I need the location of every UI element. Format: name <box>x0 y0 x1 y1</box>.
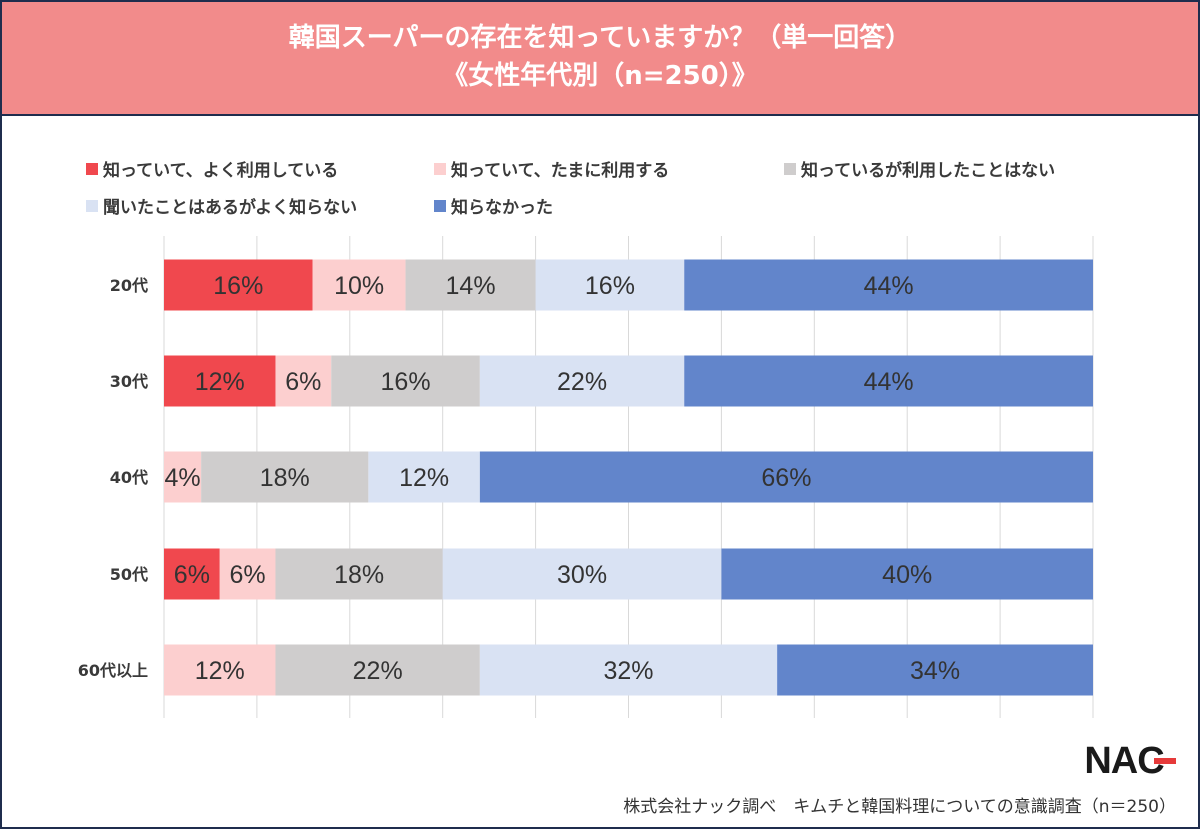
data-label: 32% <box>603 657 653 685</box>
data-label: 12% <box>399 464 449 492</box>
data-label: 44% <box>864 272 914 300</box>
bar-segment <box>164 548 220 600</box>
legend-item-did-not-know: 知らなかった <box>434 193 553 218</box>
source-note: 株式会社ナック調べ キムチと韓国料理についての意識調査（n＝250） <box>623 797 1176 817</box>
bar-segment <box>479 644 778 696</box>
bar-segment <box>331 355 480 407</box>
bar-segment <box>721 548 1093 600</box>
bar-segment <box>777 644 1093 696</box>
data-label: 4% <box>165 464 201 492</box>
bar-segment <box>275 355 332 407</box>
data-label: 30% <box>557 561 607 589</box>
legend-item-often-use: 知っていて、よく利用している <box>86 156 338 181</box>
bar-segment <box>219 548 276 600</box>
data-label: 22% <box>557 368 607 396</box>
stacked-bar-chart: 20代 16% 10% 14% 16% 44% 30代 12% 6% 16% 22% 44% 40代 4%… <box>78 236 1094 718</box>
legend-item-sometimes-use: 知っていて、たまに利用する <box>434 156 669 181</box>
category-label: 20代 <box>110 276 148 295</box>
data-label: 6% <box>285 368 321 396</box>
data-label: 16% <box>213 272 263 300</box>
bar-segment <box>164 644 276 696</box>
legend-swatch <box>434 162 446 175</box>
data-label: 16% <box>585 272 635 300</box>
bar-segment <box>535 259 685 311</box>
data-label: 18% <box>334 561 384 589</box>
bar-segment <box>684 355 1093 407</box>
nac-logo: NAC <box>1084 742 1176 778</box>
bar-segment <box>405 259 536 311</box>
data-label: 6% <box>174 561 210 589</box>
bar-segment <box>684 259 1093 311</box>
legend-swatch <box>784 162 796 175</box>
data-label: 22% <box>353 657 403 685</box>
bar-segment <box>442 548 722 600</box>
data-label: 6% <box>230 561 266 589</box>
data-label: 12% <box>195 368 245 396</box>
category-label: 30代 <box>110 372 148 391</box>
bar-segment <box>368 451 480 503</box>
legend-label: 知っていて、たまに利用する <box>451 161 670 181</box>
data-label: 40% <box>882 561 932 589</box>
data-label: 10% <box>334 272 384 300</box>
data-label: 34% <box>910 657 960 685</box>
legend-item-heard-not-familiar: 聞いたことはあるがよく知らない <box>86 193 357 218</box>
bar-segment <box>164 355 276 407</box>
legend-item-know-never-used: 知っているが利用したことはない <box>784 156 1055 181</box>
chart-subtitle: 《女性年代別（n=250）》 <box>442 61 758 91</box>
bar-segment <box>479 355 685 407</box>
chart-title: 韓国スーパーの存在を知っていますか？（単一回答） <box>288 23 912 53</box>
legend-swatch <box>434 199 446 212</box>
bar-segment <box>164 451 202 503</box>
bar-segment <box>479 451 1093 503</box>
legend-label: 聞いたことはあるがよく知らない <box>103 198 358 218</box>
legend-swatch <box>86 162 98 175</box>
legend-label: 知っていて、よく利用している <box>103 161 339 181</box>
data-label: 16% <box>381 368 431 396</box>
data-label: 18% <box>260 464 310 492</box>
legend-swatch <box>86 199 98 212</box>
category-label: 50代 <box>110 565 148 584</box>
data-label: 66% <box>761 464 811 492</box>
data-label: 14% <box>446 272 496 300</box>
bar-segment <box>312 259 406 311</box>
title-banner: 韓国スーパーの存在を知っていますか？（単一回答） 《女性年代別（n=250）》 <box>2 2 1198 116</box>
category-label: 60代以上 <box>78 661 148 680</box>
legend-label: 知らなかった <box>451 198 553 218</box>
bar-segment <box>275 548 443 600</box>
legend-label: 知っているが利用したことはない <box>801 161 1056 181</box>
bar-segment <box>164 259 313 311</box>
data-label: 12% <box>195 657 245 685</box>
data-label: 44% <box>864 368 914 396</box>
bar-segment <box>201 451 369 503</box>
svg-text:NAC: NAC <box>1084 742 1164 778</box>
bar-segment <box>275 644 480 696</box>
category-label: 40代 <box>110 468 148 487</box>
